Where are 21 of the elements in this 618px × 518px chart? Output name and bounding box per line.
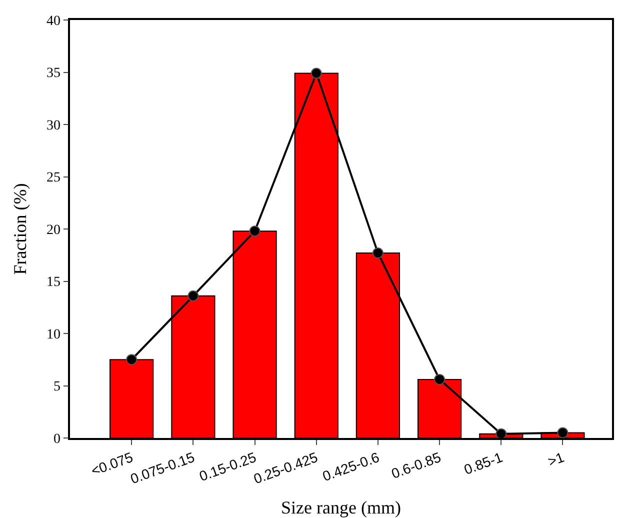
y-tick-label: 30 bbox=[46, 118, 60, 134]
y-tick-label: 10 bbox=[46, 327, 60, 342]
point bbox=[249, 226, 260, 237]
y-tick-label: 5 bbox=[53, 380, 60, 395]
point bbox=[188, 290, 199, 302]
point bbox=[434, 374, 446, 385]
x-tick-label: 0.85-1 bbox=[462, 448, 505, 478]
point bbox=[310, 68, 322, 79]
y-tick-label: 15 bbox=[46, 275, 60, 290]
y-tick-label: 25 bbox=[46, 170, 60, 186]
y-tick-label: 0 bbox=[53, 432, 60, 447]
point bbox=[557, 427, 568, 438]
point bbox=[496, 428, 507, 438]
point bbox=[372, 248, 384, 259]
y-axis-title: Fraction (%) bbox=[10, 183, 30, 275]
x-axis-title: Size range (mm) bbox=[281, 497, 401, 518]
y-tick-label: 35 bbox=[46, 66, 60, 82]
y-tick-label: 20 bbox=[46, 222, 60, 238]
x-tick-label: >1 bbox=[546, 448, 566, 470]
point bbox=[126, 354, 138, 366]
y-tick-label: 40 bbox=[46, 14, 60, 29]
